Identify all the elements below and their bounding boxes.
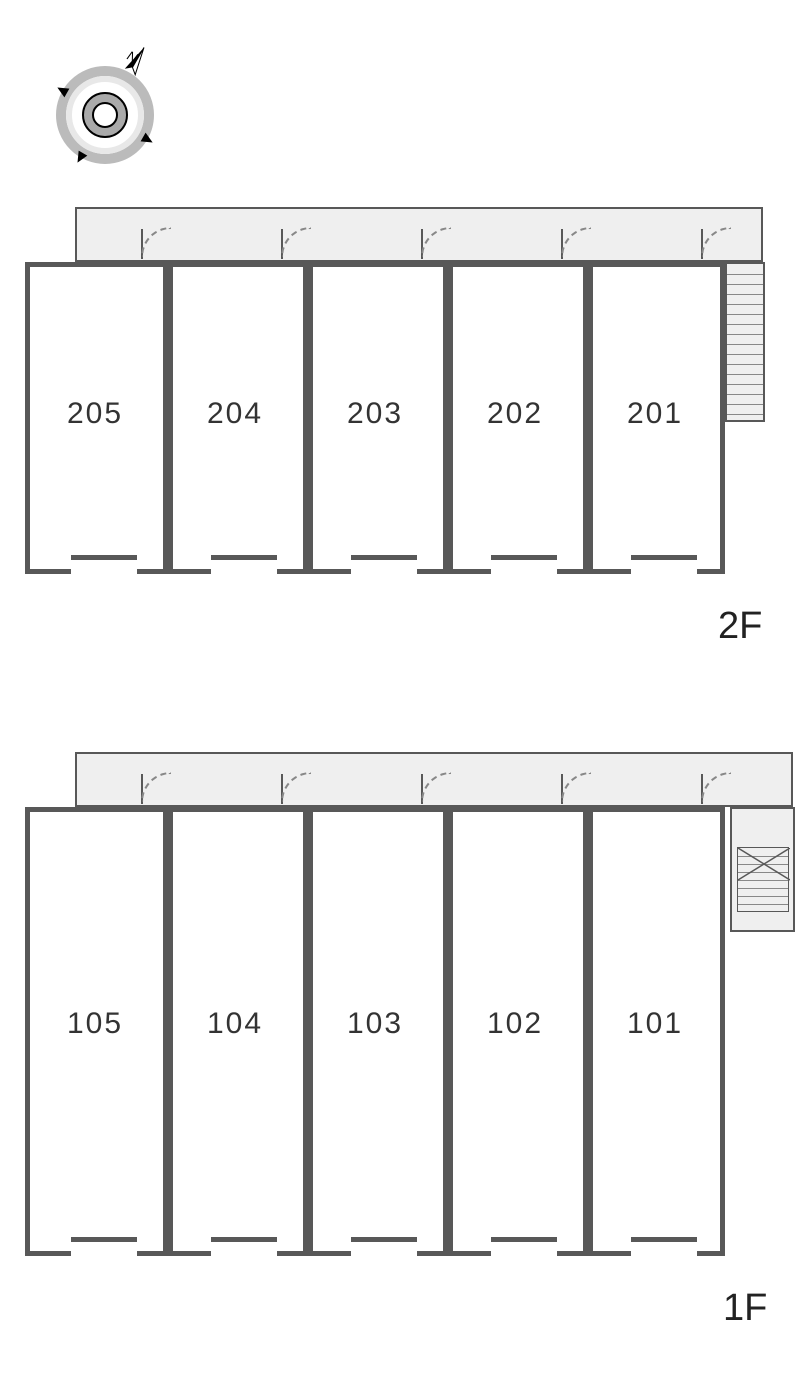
window-icon	[631, 1237, 697, 1257]
unit-label: 101	[590, 1007, 720, 1041]
stairs-2f	[725, 262, 765, 422]
window-icon	[491, 1237, 557, 1257]
corridor-2f	[75, 207, 763, 262]
window-icon	[71, 555, 137, 575]
stairs-1f	[737, 847, 789, 912]
floor-1f: 105 104 103 102 101	[25, 752, 795, 1267]
unit-label: 104	[170, 1007, 300, 1041]
window-icon	[71, 1237, 137, 1257]
unit-label: 201	[590, 397, 720, 431]
unit-label: 205	[30, 397, 160, 431]
window-icon	[351, 555, 417, 575]
window-icon	[631, 555, 697, 575]
floor-label-2f: 2F	[718, 605, 762, 648]
window-icon	[211, 555, 277, 575]
window-icon	[491, 555, 557, 575]
unit-label: 203	[310, 397, 440, 431]
unit-label: 105	[30, 1007, 160, 1041]
window-icon	[351, 1237, 417, 1257]
compass-icon: N	[35, 20, 175, 180]
floor-2f: 205 204 203 202 201	[25, 207, 775, 587]
unit-label: 103	[310, 1007, 440, 1041]
unit-label: 202	[450, 397, 580, 431]
unit-label: 102	[450, 1007, 580, 1041]
floor-label-1f: 1F	[723, 1287, 767, 1330]
unit-label: 204	[170, 397, 300, 431]
window-icon	[211, 1237, 277, 1257]
